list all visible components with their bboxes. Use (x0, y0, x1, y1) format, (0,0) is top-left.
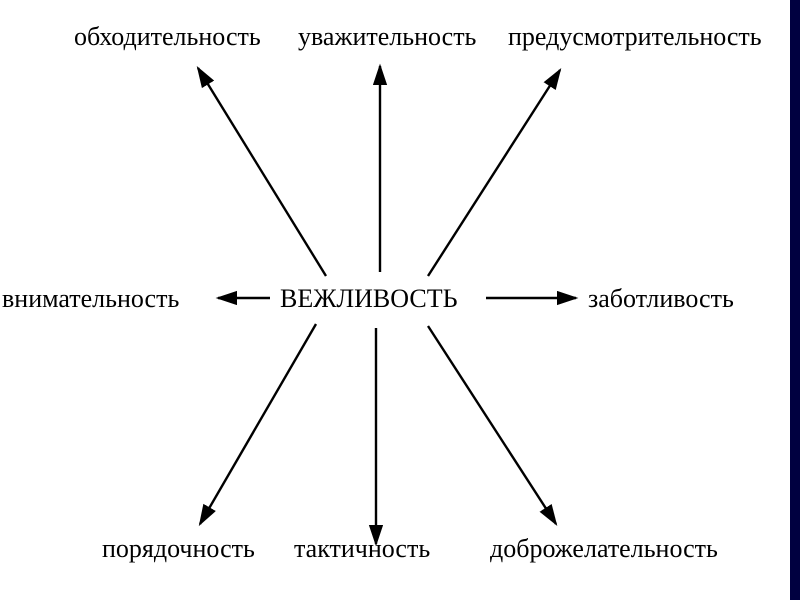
right-accent-band (790, 0, 800, 600)
concept-zabot: заботливость (588, 284, 734, 314)
concept-vnimat: внимательность (2, 284, 179, 314)
concept-takt: тактичность (294, 534, 430, 564)
concept-obhod: обходительность (74, 22, 261, 52)
concept-uvazh: уважительность (298, 22, 476, 52)
concept-predus: предусмотрительность (508, 22, 762, 52)
concept-poryad: порядочность (102, 534, 255, 564)
concept-dobro: доброжелательность (490, 534, 718, 564)
center-concept: ВЕЖЛИВОСТЬ (280, 284, 458, 314)
